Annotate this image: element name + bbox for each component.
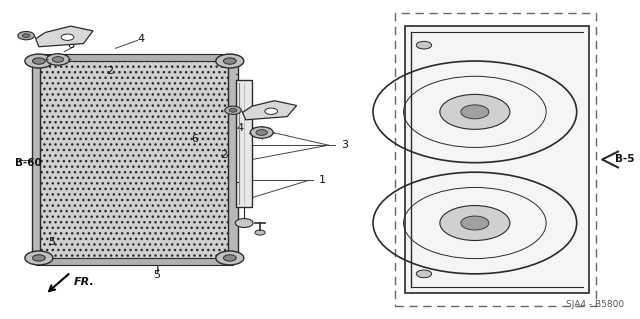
Circle shape: [229, 108, 237, 112]
Text: 4: 4: [236, 123, 243, 133]
Text: B-60: B-60: [15, 158, 42, 168]
Circle shape: [216, 251, 244, 265]
Bar: [228, 58, 238, 261]
Text: B-5: B-5: [615, 154, 634, 165]
Text: 2: 2: [106, 66, 113, 76]
Polygon shape: [243, 101, 297, 120]
Text: 6: 6: [191, 134, 198, 144]
Bar: [396, 13, 596, 306]
Circle shape: [216, 54, 244, 68]
Circle shape: [33, 58, 45, 64]
Text: 5: 5: [154, 271, 161, 280]
Circle shape: [22, 34, 30, 38]
Circle shape: [223, 255, 236, 261]
Circle shape: [33, 255, 45, 261]
Circle shape: [416, 270, 431, 278]
Text: FR.: FR.: [74, 277, 95, 287]
Circle shape: [25, 54, 53, 68]
Bar: [236, 80, 252, 207]
Bar: [405, 26, 589, 293]
Circle shape: [225, 106, 241, 115]
Circle shape: [440, 94, 510, 129]
Circle shape: [416, 41, 431, 49]
Circle shape: [255, 230, 265, 235]
Polygon shape: [36, 58, 233, 261]
Bar: [36, 258, 233, 265]
Bar: [36, 54, 233, 61]
Text: SJA4 - B5800: SJA4 - B5800: [566, 300, 625, 309]
Circle shape: [52, 56, 64, 62]
Text: 2: 2: [220, 150, 227, 160]
Text: 5: 5: [49, 237, 56, 247]
Circle shape: [250, 127, 273, 138]
Circle shape: [25, 251, 53, 265]
Text: 1: 1: [319, 175, 326, 185]
Circle shape: [265, 108, 278, 115]
Circle shape: [61, 34, 74, 41]
Circle shape: [47, 54, 69, 65]
Text: 4: 4: [138, 34, 145, 44]
Text: 3: 3: [341, 140, 348, 150]
Circle shape: [236, 219, 253, 227]
Circle shape: [461, 216, 489, 230]
Circle shape: [256, 130, 268, 135]
Bar: [31, 58, 40, 261]
Text: 6: 6: [68, 40, 74, 50]
Circle shape: [18, 32, 35, 40]
Circle shape: [461, 105, 489, 119]
Circle shape: [440, 205, 510, 241]
Polygon shape: [36, 26, 93, 47]
Circle shape: [223, 58, 236, 64]
